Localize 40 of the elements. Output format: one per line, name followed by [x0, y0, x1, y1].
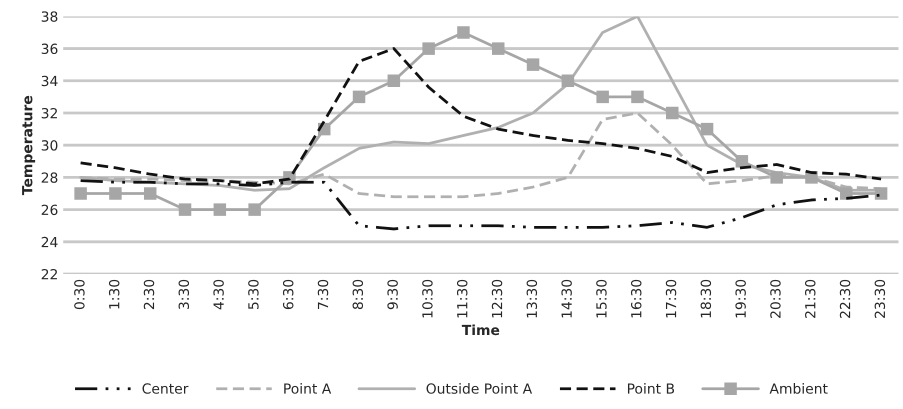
x-tick-label: 2:30	[144, 280, 154, 310]
legend-label: Point B	[628, 383, 674, 394]
x-tick-label: 0:30	[74, 280, 85, 310]
y-tick-label: 30	[42, 140, 58, 151]
x-tick-label: 13:30	[526, 280, 538, 318]
y-tick-label: 26	[42, 204, 58, 216]
x-tick-label: 22:30	[840, 280, 850, 318]
x-tick-label: 21:30	[805, 280, 816, 318]
y-axis-title: Temperature	[22, 96, 36, 196]
legend-label: Center	[142, 383, 188, 394]
x-tick-label: 15:30	[596, 280, 607, 318]
y-tick-label: 36	[42, 44, 58, 54]
x-tick-label: 6:30	[282, 280, 294, 310]
x-tick-label: 1:30	[108, 280, 120, 309]
x-tick-label: 3:30	[178, 280, 190, 310]
y-tick-label: 34	[42, 76, 58, 86]
y-tick-label: 38	[42, 11, 58, 22]
y-tick-label: 32	[42, 108, 57, 118]
x-tick-label: 9:30	[387, 280, 398, 310]
x-tick-label: 4:30	[213, 280, 224, 310]
legend-label: Point A	[284, 383, 332, 394]
x-tick-label: 12:30	[492, 280, 502, 318]
x-tick-label: 5:30	[248, 280, 259, 310]
x-tick-label: 10:30	[422, 280, 433, 318]
y-tick-label: 22	[42, 269, 57, 280]
legend-label: Ambient	[770, 383, 828, 394]
x-tick-label: 17:30	[666, 280, 676, 318]
x-tick-label: 11:30	[456, 280, 468, 318]
x-tick-label: 8:30	[352, 280, 364, 310]
x-axis-title: Time	[462, 324, 500, 336]
x-tick-label: 16:30	[630, 280, 642, 318]
x-tick-label: 14:30	[561, 280, 572, 318]
x-tick-label: 20:30	[770, 280, 781, 318]
x-tick-label: 19:30	[735, 280, 746, 318]
y-tick-label: 24	[42, 236, 58, 248]
x-tick-label: 7:30	[318, 280, 328, 309]
legend-label: Outside Point A	[426, 383, 532, 394]
x-tick-label: 18:30	[700, 280, 712, 318]
y-tick-label: 28	[42, 172, 58, 183]
x-tick-label: 23:30	[874, 280, 886, 318]
